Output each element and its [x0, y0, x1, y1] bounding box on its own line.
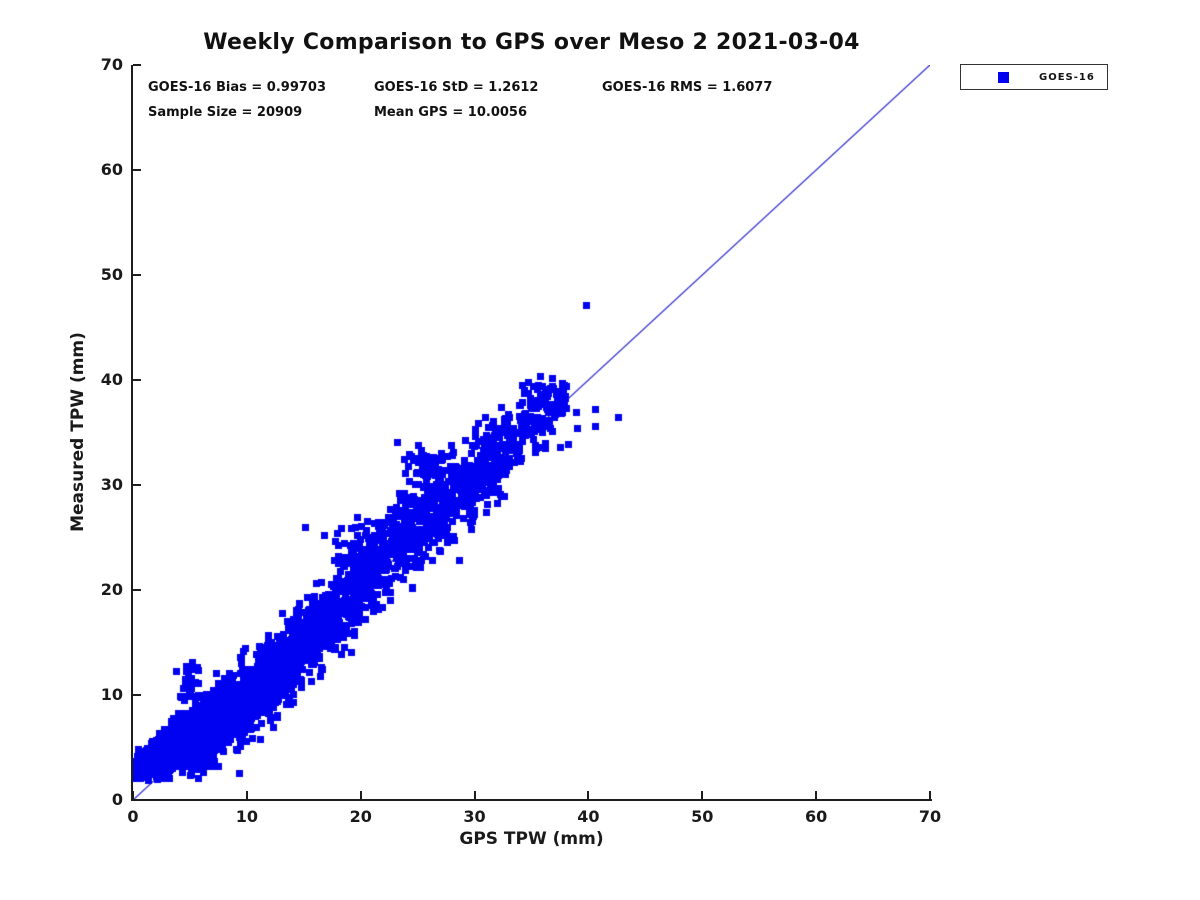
- y-axis-label: Measured TPW (mm): [68, 332, 88, 532]
- y-tick-mark: [133, 484, 141, 486]
- x-tick-mark: [245, 791, 248, 799]
- y-tick-mark: [133, 799, 141, 801]
- legend: GOES-16: [960, 64, 1108, 90]
- x-tick-mark: [929, 791, 931, 799]
- y-tick-label: 30: [100, 475, 123, 494]
- y-tick-label: 10: [100, 685, 123, 704]
- plot-area: [133, 65, 930, 800]
- x-tick-mark: [473, 791, 476, 799]
- x-tick-label: 70: [918, 807, 942, 826]
- y-tick-label: 20: [100, 580, 123, 599]
- y-tick-label: 50: [100, 265, 123, 284]
- y-tick-label: 60: [100, 160, 123, 179]
- y-tick-label: 70: [100, 55, 123, 74]
- y-tick-label: 0: [111, 790, 123, 809]
- y-tick-mark: [133, 379, 141, 381]
- x-tick-mark: [132, 791, 134, 799]
- x-tick-mark: [701, 791, 704, 799]
- y-tick-mark: [133, 64, 141, 66]
- x-tick-label: 10: [235, 807, 258, 826]
- y-tick-mark: [133, 589, 141, 591]
- x-tick-label: 20: [349, 807, 372, 826]
- x-tick-mark: [359, 791, 362, 799]
- y-tick-mark: [133, 274, 141, 276]
- legend-marker-square: [998, 71, 1009, 83]
- x-axis-line: [131, 799, 932, 801]
- y-tick-label: 40: [100, 370, 123, 389]
- chart-title: Weekly Comparison to GPS over Meso 2 202…: [203, 30, 860, 55]
- x-tick-label: 60: [805, 807, 828, 826]
- x-tick-label: 50: [691, 807, 714, 826]
- legend-label: GOES-16: [1039, 71, 1095, 83]
- y-tick-mark: [133, 694, 141, 696]
- x-axis-label: GPS TPW (mm): [459, 829, 604, 849]
- y-axis-line: [131, 65, 133, 801]
- scatter-canvas: [133, 65, 930, 800]
- x-tick-label: 0: [127, 807, 139, 826]
- x-tick-mark: [587, 791, 590, 799]
- x-tick-label: 40: [577, 807, 600, 826]
- x-tick-label: 30: [463, 807, 486, 826]
- x-tick-mark: [815, 791, 818, 799]
- y-tick-mark: [133, 169, 141, 171]
